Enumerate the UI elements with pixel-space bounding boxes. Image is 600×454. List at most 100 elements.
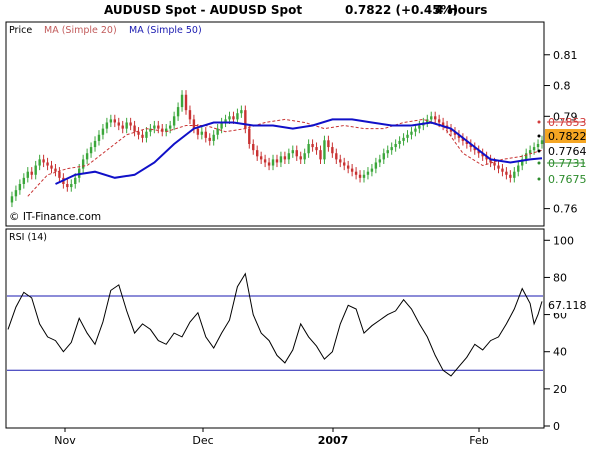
price-bar-body [441,122,445,126]
price-bar-body [437,119,441,123]
price-bar-body [346,165,350,169]
badge-marker [537,177,541,181]
price-bar-body [335,153,338,160]
rsi-level-lines [7,295,543,371]
price-bar-body [38,159,41,166]
price-bar-body [137,131,140,135]
price-bar-body [390,147,393,151]
price-bar-body [453,131,457,135]
price-bar-body [168,125,172,129]
price-bar-body [70,184,73,188]
price-bar-body [208,137,211,141]
price-bar-body [133,125,136,132]
price-bar-body [14,190,18,197]
price-bar-body [410,131,413,135]
price-panel-frame [5,21,545,227]
price-bar-body [509,174,512,178]
price-badge-label: 0.7822 [548,130,587,143]
price-bar-body [370,168,374,172]
price-bar-body [307,144,310,154]
price-bar-body [89,147,93,154]
price-bar-body [501,168,504,172]
price-bar-body [366,171,370,175]
price-bar-body [524,153,528,160]
chart-last-value: 0.7822 (+0.45%) [345,3,458,17]
price-bar-body [157,125,160,129]
price-bar-body [465,140,469,144]
price-y-tick-label: 0.79 [553,110,578,123]
price-bar-body [449,128,453,132]
price-bar-body [129,122,132,126]
price-bar-body [481,153,484,157]
price-bar-body [149,128,152,132]
price-bar-body [113,119,116,123]
date-tick-label: Dec [192,434,213,447]
price-bar-body [271,159,275,166]
price-bar-body [224,119,227,123]
price-bar-body [22,177,26,184]
price-bar-body [323,140,326,160]
rsi-y-tick-label: 20 [553,383,567,396]
price-panel-series [10,90,544,208]
price-bar-body [256,150,259,157]
rsi-y-tick-label: 0 [553,420,560,433]
price-bar-body [42,159,45,163]
price-badge-label: 0.7764 [548,145,587,158]
price-bar-body [378,159,382,163]
rsi-panel-frame [5,228,545,429]
badge-marker [537,134,541,138]
price-bar-body [85,153,89,160]
price-bar-body [216,128,219,135]
price-bar-body [382,153,385,160]
price-bar-body [184,94,188,111]
price-bar-body [74,177,77,184]
price-bar-body [485,156,488,160]
price-badge-label: 0.7675 [548,173,587,186]
badge-marker [537,161,541,165]
price-bar-body [212,134,215,141]
watermark: © IT-Finance.com [9,211,101,223]
rsi-current-badge [545,297,585,313]
price-bar-body [315,147,318,151]
price-bar-body [279,156,283,163]
price-bar-body [50,165,53,169]
price-bar-body [26,171,29,178]
price-bar-body [489,159,492,163]
price-bar-body [180,94,184,108]
price-bar-body [176,107,180,117]
price-bar-body [505,171,508,175]
ma50-line [55,118,543,185]
price-bar-body [232,116,235,120]
price-bar-body [394,144,397,148]
ma20-line [27,118,543,197]
price-bar-body [513,171,516,178]
price-bar-body [414,128,417,132]
date-tick-label: Feb [469,434,488,447]
price-bar-body [540,140,544,144]
price-bar-body [398,140,401,144]
price-bar-body [244,110,247,129]
price-bar-body [66,184,69,188]
price-bar-body [354,171,358,175]
price-bar-body [145,131,148,138]
price-bar-body [477,150,480,154]
price-bar-body [141,134,144,138]
price-y-tick-label: 0.81 [553,49,578,62]
price-bar-body [200,131,204,135]
price-bar-body [295,150,298,157]
price-bar-body [327,140,330,148]
price-bar-body [303,153,306,160]
price-bar-body [10,196,14,203]
price-bar-body [252,144,255,151]
legend-ma50: MA (Simple 50) [129,25,202,36]
price-bar-body [236,113,239,120]
price-bar-body [117,122,120,126]
price-bar-body [275,159,279,163]
badge-marker [537,149,541,153]
price-bar-body [461,137,465,141]
price-bar-body [469,144,472,148]
price-bar-body [426,119,429,123]
